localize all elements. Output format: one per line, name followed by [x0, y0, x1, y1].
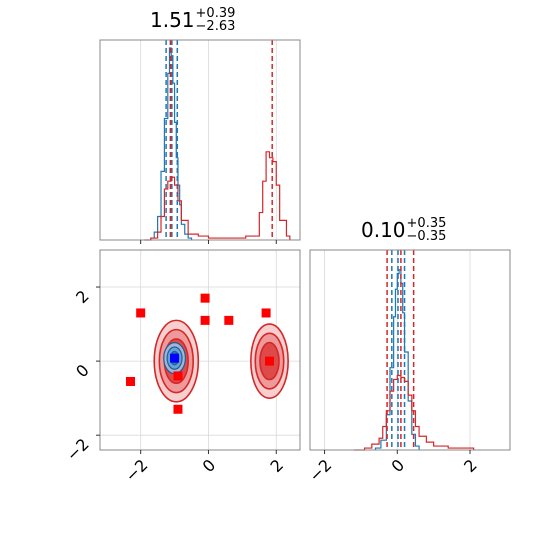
hist-param2-series-1 — [353, 374, 475, 451]
blue-median-point — [170, 353, 180, 363]
param1-title-value: 1.51 — [150, 8, 195, 32]
tick-label-p3-1: 0 — [387, 455, 408, 476]
tick-label-p2x-1: 0 — [199, 455, 220, 476]
hist-param1-series-1 — [144, 151, 291, 241]
red-sample-point-2 — [200, 293, 210, 303]
param2-title: 0.10 +0.35 −0.35 — [361, 215, 447, 245]
tick-label-p2y-2: 2 — [72, 286, 93, 307]
red-sample-point-8 — [264, 356, 274, 366]
param2-title-minus: −0.35 — [406, 228, 447, 244]
red-sample-point-3 — [200, 315, 210, 325]
param1-title-plus: +0.39 — [195, 5, 236, 21]
tick-label-p2x-0: −2 — [121, 455, 151, 485]
tick-label-p3-2: 2 — [460, 455, 481, 476]
param2-title-plus: +0.35 — [406, 215, 447, 231]
tick-label-p2y-0: −2 — [63, 435, 93, 465]
red-sample-point-7 — [173, 371, 183, 381]
tick-label-p3-0: −2 — [305, 455, 335, 485]
tick-label-p2y-1: 0 — [72, 361, 93, 382]
param1-title: 1.51 +0.39 −2.63 — [150, 5, 236, 35]
param1-param2-frame — [99, 249, 301, 451]
red-sample-point-0 — [136, 308, 146, 318]
red-sample-point-6 — [173, 404, 183, 414]
red-sample-point-5 — [261, 308, 271, 318]
param1-title-minus: −2.63 — [195, 18, 236, 34]
param2-title-value: 0.10 — [361, 218, 406, 242]
tick-label-p2x-2: 2 — [266, 455, 287, 476]
param2-frame — [309, 249, 511, 451]
red-sample-point-1 — [126, 376, 136, 386]
red-sample-point-4 — [224, 315, 234, 325]
param1-frame — [99, 39, 301, 241]
hist-param1-series-0 — [150, 47, 193, 240]
